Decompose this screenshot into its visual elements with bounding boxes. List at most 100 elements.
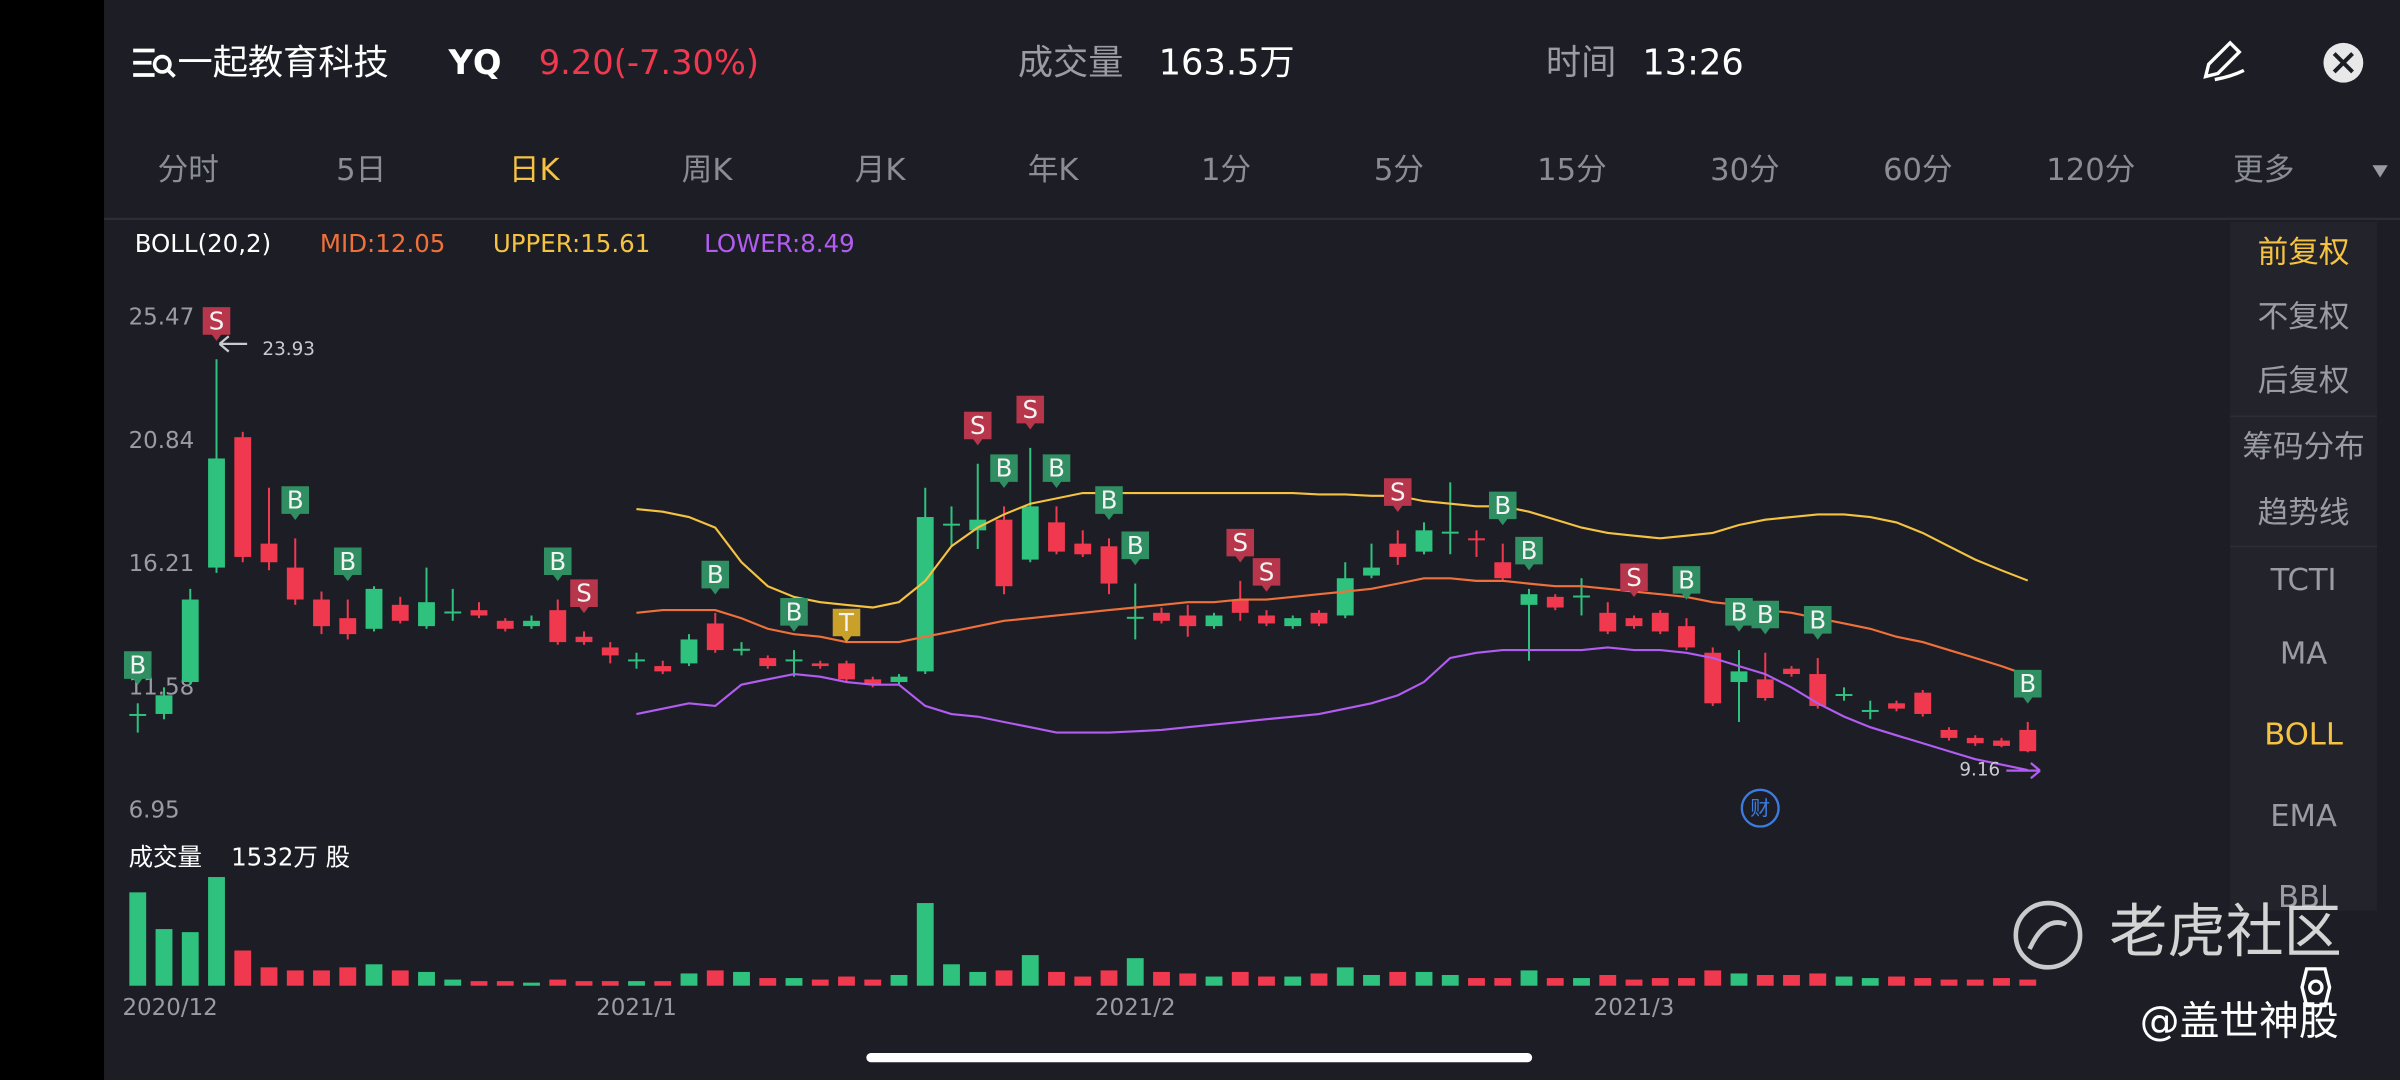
period-tab[interactable]: 分时 xyxy=(158,153,219,188)
side-menu-item[interactable]: 不复权 xyxy=(2258,300,2350,335)
side-panel xyxy=(2230,221,2378,911)
signal-marker xyxy=(1226,528,1255,563)
signal-label: B xyxy=(287,486,304,515)
max-arrow xyxy=(218,335,248,353)
period-tab[interactable]: 日K xyxy=(509,153,561,188)
volume-bar xyxy=(601,981,619,986)
volume-bar xyxy=(1546,978,1564,986)
signal-marker xyxy=(1751,600,1780,635)
candle-body xyxy=(1888,703,1905,709)
volume-bar xyxy=(1389,971,1407,986)
legend-entry: MID:12.05 xyxy=(320,229,445,258)
edit-icon[interactable] xyxy=(2203,40,2245,82)
left-bar xyxy=(0,0,105,1080)
side-menu-item[interactable]: TCTI xyxy=(2270,563,2337,598)
side-menu-item[interactable]: BBI xyxy=(2278,880,2329,915)
signal-label: B xyxy=(2019,669,2036,698)
period-tab[interactable]: 1分 xyxy=(1201,153,1251,188)
signal-label: B xyxy=(1521,536,1538,565)
side-menu-item[interactable]: 前复权 xyxy=(2258,236,2350,271)
signal-label: B xyxy=(1678,565,1695,594)
volume-bar xyxy=(1153,971,1170,986)
x-tick-label: 2021/2 xyxy=(1095,995,1176,1021)
period-tab[interactable]: 120分 xyxy=(2046,153,2135,188)
candle-body xyxy=(155,695,173,714)
period-tab[interactable]: 30分 xyxy=(1710,153,1780,188)
side-menu-item[interactable]: BOLL xyxy=(2264,718,2343,753)
boll-line xyxy=(636,577,2029,677)
candle-body xyxy=(995,519,1013,587)
volume-bar xyxy=(1861,978,1879,986)
signal-marker xyxy=(1252,558,1281,592)
signal-label: S xyxy=(576,579,592,608)
signal-label: S xyxy=(209,306,225,335)
close-button[interactable] xyxy=(2323,42,2364,83)
signal-label: S xyxy=(1232,528,1248,557)
candle-body xyxy=(1100,546,1118,584)
side-menu-item[interactable]: MA xyxy=(2280,637,2327,672)
candle-body xyxy=(601,647,619,656)
period-tab[interactable]: 更多 xyxy=(2233,153,2294,188)
volume-bar xyxy=(181,932,199,986)
volume-bar xyxy=(811,979,829,986)
side-menu-item[interactable]: EMA xyxy=(2270,799,2337,834)
candle-body xyxy=(785,659,803,662)
side-menu-item[interactable]: 筹码分布 xyxy=(2242,430,2364,465)
event-icon[interactable] xyxy=(1740,788,1780,828)
volume-bar xyxy=(706,970,724,986)
side-menu-item[interactable]: 趋势线 xyxy=(2258,496,2350,531)
period-tab[interactable]: 5分 xyxy=(1374,153,1424,188)
x-tick-label: 2021/1 xyxy=(596,995,677,1021)
stock-name: 一起教育科技 xyxy=(178,42,389,83)
candle-body xyxy=(1678,626,1695,648)
period-tab[interactable]: 年K xyxy=(1028,153,1080,188)
candle-body xyxy=(496,620,514,629)
volume-bar xyxy=(1573,978,1590,986)
volume-bar xyxy=(1993,978,2010,986)
signal-marker xyxy=(123,651,152,685)
volume-bar xyxy=(943,964,960,986)
candle-body xyxy=(811,663,829,667)
candle-body xyxy=(129,713,147,716)
volume-bar xyxy=(1363,975,1380,986)
candle-body xyxy=(1048,522,1065,552)
signal-marker xyxy=(281,486,310,520)
menu-icon[interactable] xyxy=(133,48,176,78)
signal-marker xyxy=(1488,491,1517,526)
signal-marker xyxy=(780,598,808,632)
candle-body xyxy=(759,658,777,667)
period-tab[interactable]: 周K xyxy=(682,153,734,188)
candle-body xyxy=(575,636,593,643)
time-label: 时间 xyxy=(1546,42,1616,83)
period-tab[interactable]: 60分 xyxy=(1883,153,1953,188)
period-tab[interactable]: 5日 xyxy=(336,153,386,188)
signal-label: S xyxy=(1022,395,1038,424)
side-menu-item[interactable]: 后复权 xyxy=(2258,364,2350,399)
volume-value: 1532万 股 xyxy=(231,843,350,872)
legend-entry: UPPER:15.61 xyxy=(493,229,650,258)
signal-label: B xyxy=(339,547,356,576)
period-tab[interactable]: 月K xyxy=(855,153,907,188)
candle-body xyxy=(1205,615,1223,627)
candle-body xyxy=(916,517,934,672)
home-indicator[interactable] xyxy=(866,1053,1533,1063)
candle-body xyxy=(1494,562,1512,579)
signal-label: B xyxy=(1101,486,1118,515)
candle-body xyxy=(1021,506,1039,560)
volume-bar xyxy=(1415,971,1433,986)
volume-bar xyxy=(1494,978,1512,986)
period-tab[interactable]: 15分 xyxy=(1537,153,1607,188)
candle-body xyxy=(1389,543,1407,557)
watermark-logo xyxy=(2013,900,2083,970)
volume-bar xyxy=(470,981,488,986)
signal-label: B xyxy=(996,454,1013,483)
signal-label: B xyxy=(707,560,724,589)
candle-body xyxy=(1441,531,1459,534)
candle-body xyxy=(1363,567,1380,576)
volume-bar xyxy=(1940,979,1958,986)
more-arrow[interactable] xyxy=(2372,165,2388,178)
signal-label: S xyxy=(1390,478,1406,507)
volume-bar xyxy=(575,981,593,986)
candle-body xyxy=(1258,615,1275,624)
